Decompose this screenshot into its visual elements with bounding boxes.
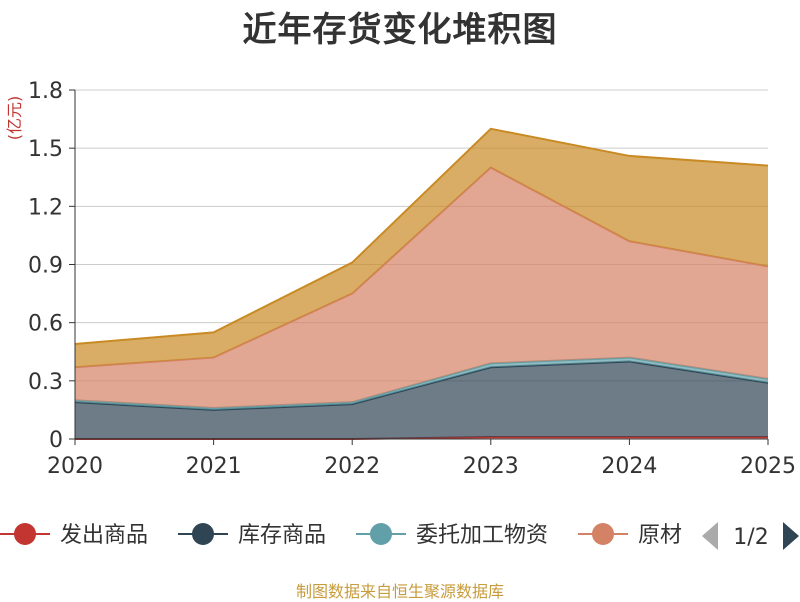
- legend: 发出商品 库存商品 委托加工物资 原材: [0, 523, 682, 548]
- triangle-left-icon[interactable]: [702, 522, 718, 550]
- y-tick-label: 1.5: [28, 137, 63, 162]
- data-source-note: 制图数据来自恒生聚源数据库: [295, 582, 504, 601]
- series-area-4: [75, 128, 768, 368]
- y-tick-label: 0.3: [28, 370, 63, 395]
- legend-marker: [14, 523, 36, 545]
- x-tick-label: 2023: [463, 454, 519, 479]
- x-tick-label: 2025: [740, 454, 796, 479]
- legend-item[interactable]: 原材: [578, 523, 682, 548]
- y-tick-label: 1.8: [28, 79, 63, 104]
- series-area-1: [75, 361, 768, 439]
- x-tick-label: 2022: [324, 454, 380, 479]
- y-tick-label: 1.2: [28, 195, 63, 220]
- legend-label: 发出商品: [60, 523, 148, 548]
- axis-layer: 0 0.3 0.6 0.9 1.2 1.5 1.8 2020 2021 2022 2023 2024 2…: [28, 79, 796, 479]
- area-layer: [74, 127, 769, 440]
- legend-label: 原材: [638, 523, 682, 548]
- legend-item[interactable]: 委托加工物资: [356, 523, 548, 548]
- legend-item[interactable]: 库存商品: [178, 523, 326, 548]
- legend-page-indicator: 1/2: [733, 525, 768, 550]
- x-tick-label: 2024: [601, 454, 657, 479]
- legend-marker: [192, 523, 214, 545]
- legend-marker: [370, 523, 392, 545]
- y-tick-label: 0: [49, 428, 63, 453]
- y-tick-label: 0.6: [28, 312, 63, 337]
- y-axis-unit-label: (亿元): [5, 96, 24, 141]
- chart-title: 近年存货变化堆积图: [242, 10, 558, 50]
- legend-marker: [592, 523, 614, 545]
- legend-label: 库存商品: [238, 523, 326, 548]
- legend-label: 委托加工物资: [416, 523, 548, 548]
- y-tick-label: 0.9: [28, 254, 63, 279]
- x-tick-label: 2020: [47, 454, 103, 479]
- triangle-right-icon[interactable]: [783, 522, 799, 550]
- x-tick-label: 2021: [186, 454, 242, 479]
- legend-pager: 1/2: [702, 522, 799, 550]
- series-area-3: [75, 167, 768, 408]
- series-line-4: [74, 127, 769, 345]
- legend-item[interactable]: 发出商品: [0, 523, 148, 548]
